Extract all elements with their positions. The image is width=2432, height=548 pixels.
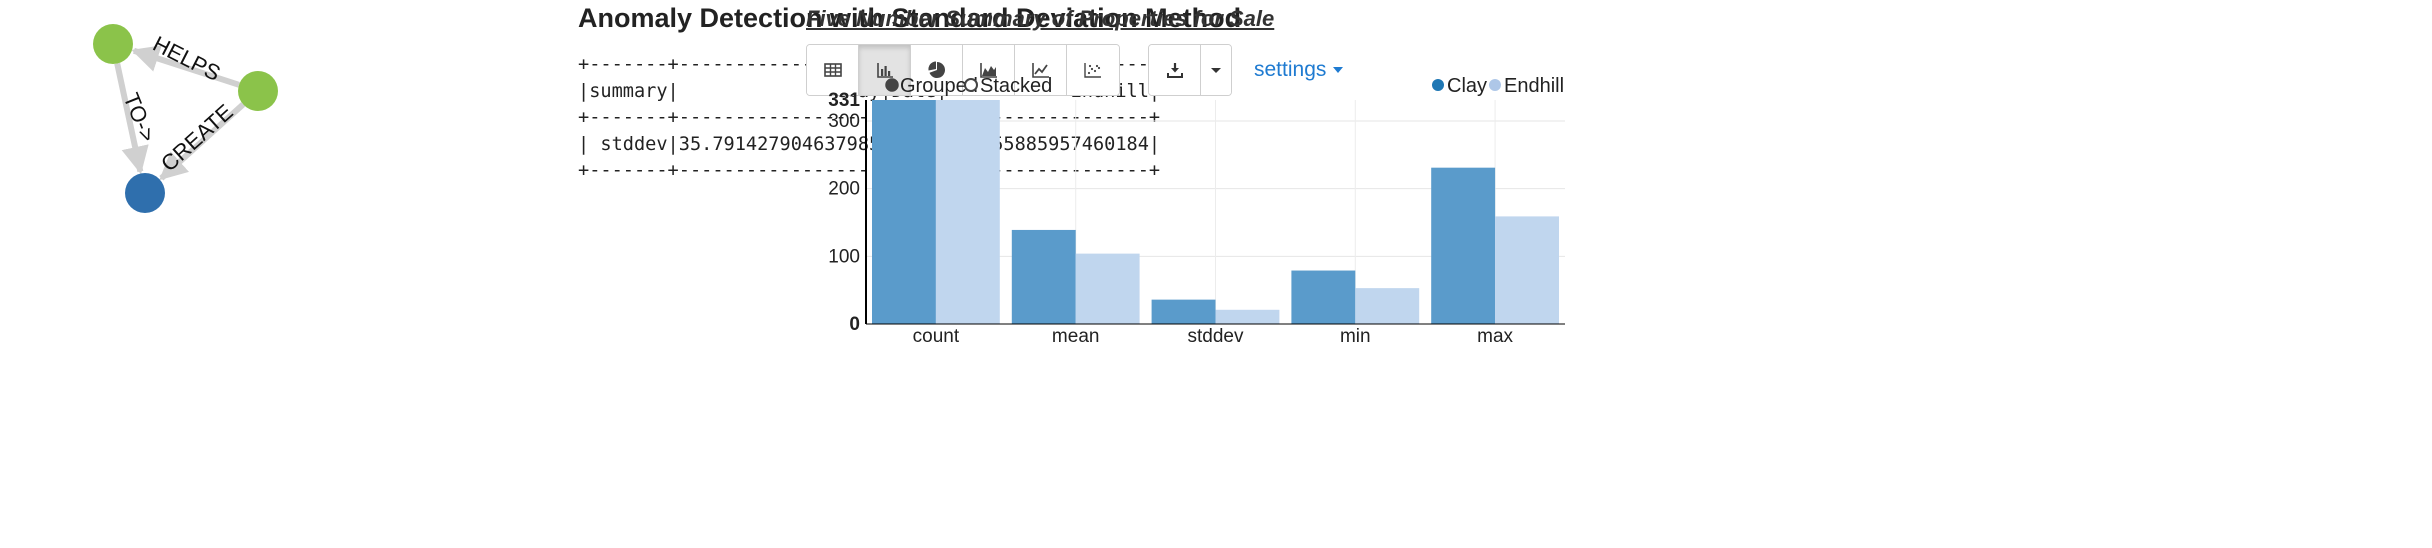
graph-edge — [131, 45, 240, 88]
settings-dropdown[interactable]: settings — [1254, 58, 1344, 82]
chart-type-group — [806, 44, 1120, 96]
bar-chart-icon — [876, 63, 893, 78]
x-tick-label: stddev — [1188, 326, 1244, 347]
graph-edge — [159, 102, 246, 181]
stacked-label: Stacked — [980, 75, 1052, 97]
download-group — [1148, 44, 1232, 96]
settings-caret-icon — [1333, 67, 1344, 73]
pie-chart-icon — [927, 61, 945, 78]
grouped-option[interactable]: Grouped — [885, 75, 978, 97]
line-chart-icon — [1031, 63, 1049, 78]
y-tick-label: 200 — [828, 179, 860, 200]
y-tick-label: 100 — [828, 246, 860, 267]
table-view-button[interactable] — [807, 45, 859, 95]
bar-clay-min[interactable] — [1291, 270, 1356, 324]
graph-edge — [114, 62, 149, 175]
chart-title: Five Number Summary of Properties for Sa… — [806, 6, 1275, 31]
graph-node[interactable] — [125, 173, 165, 213]
line-chart-button[interactable] — [1015, 45, 1067, 95]
download-icon — [1166, 63, 1183, 78]
bars — [872, 100, 1559, 324]
bar-clay-stddev[interactable] — [1151, 299, 1216, 324]
bar-endhill-count[interactable] — [935, 100, 1000, 324]
legend-swatch-icon — [1432, 79, 1444, 91]
grouped-radio-icon — [885, 78, 899, 92]
bar-endhill-max[interactable] — [1495, 216, 1559, 324]
chart-panel: Five Number Summary of Properties for Sa… — [804, 0, 2428, 548]
scatter-chart-icon — [1084, 63, 1101, 78]
pie-chart-button[interactable] — [911, 45, 963, 95]
bar-clay-count[interactable] — [872, 100, 936, 324]
bar-chart: Grouped Stacked Clay Endhill count mean std… — [828, 75, 1565, 347]
legend-swatch-icon — [1489, 79, 1501, 91]
legend-label: Clay — [1447, 75, 1487, 97]
caret-down-icon — [1211, 68, 1221, 73]
bar-endhill-stddev[interactable] — [1215, 309, 1280, 324]
bar-chart-button[interactable] — [859, 45, 911, 95]
chart-legend: Clay Endhill — [1432, 75, 1564, 97]
area-chart-icon — [979, 63, 997, 78]
stacked-radio-icon — [964, 78, 978, 92]
x-tick-label: min — [1340, 326, 1371, 347]
x-tick-label: count — [913, 326, 960, 347]
table-icon — [823, 63, 842, 77]
y-tick-label: 300 — [828, 111, 860, 132]
y-tick-label: 331 — [828, 90, 860, 111]
y-tick-label: 0 — [849, 314, 860, 335]
anomaly-title: Anomaly Detection with Standard Deviatio… — [578, 3, 1242, 33]
download-options-button[interactable] — [1201, 45, 1231, 95]
stacked-option[interactable]: Stacked — [964, 75, 1052, 97]
legend-label: Endhill — [1504, 75, 1564, 97]
scatter-chart-button[interactable] — [1067, 45, 1119, 95]
edge-label: CREATE — [156, 99, 238, 176]
bar-clay-max[interactable] — [1431, 167, 1496, 324]
chart-toolbar: settings — [806, 44, 1344, 96]
graph-node[interactable] — [238, 71, 278, 111]
grouped-label: Grouped — [900, 75, 978, 97]
edge-label: HELPS — [149, 31, 225, 86]
edge-label: TO-> — [119, 89, 161, 145]
graph-panel: HELPS TO-> CREATE — [0, 0, 560, 548]
x-tick-label: max — [1477, 326, 1513, 347]
bar-clay-mean[interactable] — [1011, 229, 1076, 324]
mode-toggle: Grouped Stacked — [885, 75, 1052, 97]
settings-label: settings — [1254, 58, 1327, 81]
bar-endhill-min[interactable] — [1355, 288, 1420, 324]
download-button[interactable] — [1149, 45, 1201, 95]
x-tick-label: mean — [1052, 326, 1100, 347]
graph-node[interactable] — [93, 24, 133, 64]
bar-endhill-mean[interactable] — [1075, 253, 1140, 324]
